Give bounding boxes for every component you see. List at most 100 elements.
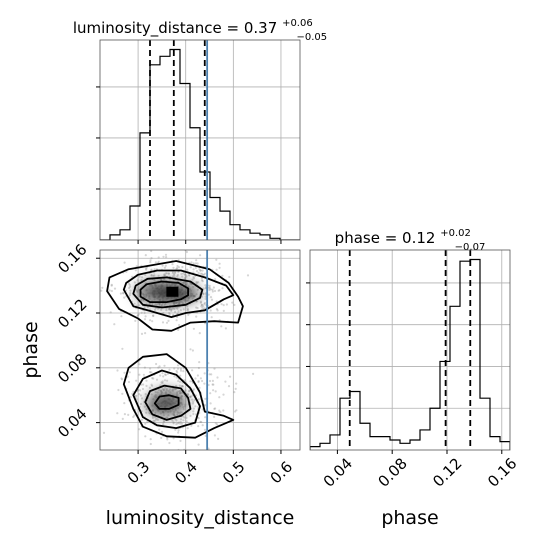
scatter-point xyxy=(191,278,194,281)
scatter-point xyxy=(100,289,103,292)
scatter-point xyxy=(201,424,204,427)
luminosity-distance-histogram-panel xyxy=(96,39,301,244)
scatter-point xyxy=(174,418,177,421)
scatter-point xyxy=(196,374,199,377)
scatter-point xyxy=(156,418,159,421)
scatter-point xyxy=(228,275,231,279)
scatter-point xyxy=(139,402,142,406)
scatter-point xyxy=(212,286,215,289)
scatter-point xyxy=(189,395,192,398)
param2-title: phase = 0.12 +0.02 −0.07 xyxy=(335,222,486,253)
scatter-point xyxy=(157,256,160,259)
x-axis-label-luminosity-distance: luminosity_distance xyxy=(106,507,295,529)
scatter-point xyxy=(154,416,157,419)
scatter-point xyxy=(135,379,138,382)
scatter-point xyxy=(128,286,131,290)
scatter-point xyxy=(144,393,147,396)
scatter-point xyxy=(121,417,124,420)
scatter-point xyxy=(175,306,178,309)
scatter-point xyxy=(160,381,163,384)
scatter-point xyxy=(185,416,188,419)
h2-frame xyxy=(309,249,511,451)
scatter-point xyxy=(181,275,184,278)
scatter-point xyxy=(153,420,156,423)
scatter-point xyxy=(172,422,175,425)
scatter-point xyxy=(182,370,185,373)
scatter-point xyxy=(202,292,205,295)
scatter-point xyxy=(202,305,205,308)
scatter-point xyxy=(213,407,216,410)
scatter-point xyxy=(152,314,155,317)
scatter-point xyxy=(148,386,151,389)
scatter-point xyxy=(171,419,174,422)
scatter-point xyxy=(141,387,145,391)
scatter-point xyxy=(108,289,111,292)
scatter-point xyxy=(136,390,139,393)
scatter-point xyxy=(187,313,190,316)
scatter-point xyxy=(221,287,224,290)
scatter-point xyxy=(186,309,189,312)
scatter-point xyxy=(192,412,195,416)
scatter-point xyxy=(166,379,169,382)
scatter-point xyxy=(153,308,157,311)
scatter-point xyxy=(117,388,120,392)
scatter-point xyxy=(214,422,217,425)
scatter-point xyxy=(212,383,215,386)
scatter-point xyxy=(182,308,185,311)
scatter-point xyxy=(133,302,136,305)
scatter-point xyxy=(203,307,206,310)
scatter-point xyxy=(194,377,197,380)
scatter-point xyxy=(154,419,157,422)
scatter-point xyxy=(215,300,218,303)
scatter-point xyxy=(161,321,165,324)
scatter-point xyxy=(227,385,231,388)
scatter-point xyxy=(129,396,132,399)
contour-7 xyxy=(122,353,235,439)
scatter-point xyxy=(200,303,203,306)
scatter-point xyxy=(178,323,181,327)
scatter-point xyxy=(189,395,192,399)
scatter-point xyxy=(180,384,183,388)
scatter-point xyxy=(194,262,197,265)
scatter-point xyxy=(128,371,131,374)
joint-frame xyxy=(99,249,301,451)
scatter-point xyxy=(209,309,212,312)
contour-4 xyxy=(153,394,180,410)
scatter-point xyxy=(203,303,206,306)
scatter-point xyxy=(174,428,177,431)
scatter-point xyxy=(187,393,190,396)
scatter-point xyxy=(123,413,126,416)
param2-title-sub: −0.07 xyxy=(455,242,486,253)
scatter-point xyxy=(197,271,200,274)
scatter-point xyxy=(166,372,169,375)
scatter-point xyxy=(190,261,193,264)
scatter-point xyxy=(113,323,116,326)
scatter-point xyxy=(155,417,158,420)
scatter-point xyxy=(216,309,219,312)
scatter-point xyxy=(157,274,160,277)
scatter-point xyxy=(222,309,225,312)
scatter-point xyxy=(177,429,180,432)
param1-title-sup: +0.06 xyxy=(282,18,313,29)
y-axis-label-phase: phase xyxy=(20,321,42,378)
scatter-point xyxy=(192,268,195,271)
scatter-point xyxy=(144,254,147,257)
scatter-point xyxy=(211,288,214,291)
scatter-point xyxy=(195,259,198,262)
scatter-point xyxy=(131,454,133,456)
scatter-point xyxy=(176,307,179,310)
contour-3 xyxy=(106,260,244,332)
contour-1 xyxy=(132,276,204,309)
scatter-point xyxy=(192,400,195,403)
scatter-point xyxy=(113,287,117,290)
scatter-point xyxy=(181,265,184,269)
scatter-point xyxy=(177,271,180,274)
scatter-point xyxy=(207,293,210,296)
scatter-point xyxy=(161,380,164,383)
scatter-point xyxy=(116,412,119,415)
scatter-point xyxy=(217,289,220,292)
scatter-point xyxy=(200,279,204,282)
scatter-point xyxy=(181,385,184,388)
scatter-point xyxy=(163,266,166,269)
scatter-point xyxy=(160,436,163,439)
